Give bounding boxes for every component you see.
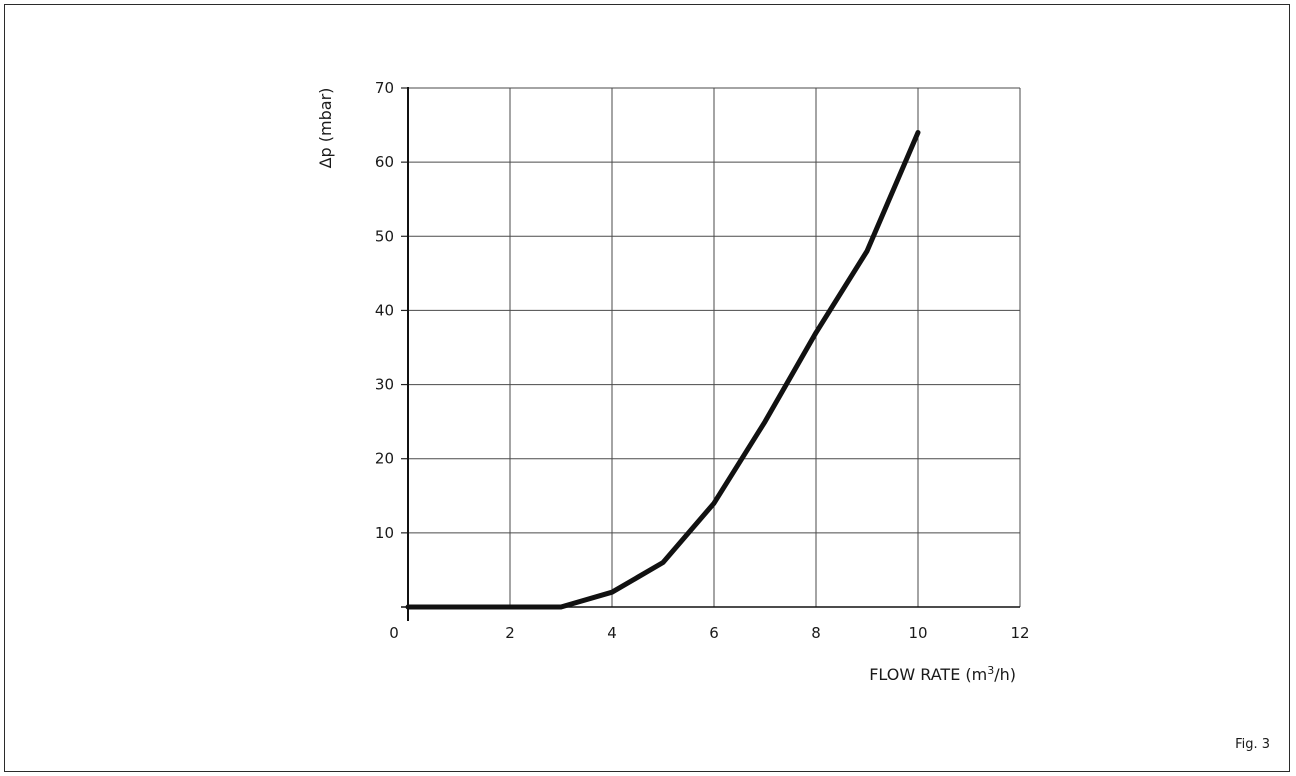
x-tick-label: 8 — [811, 624, 821, 642]
y-tick-label: 70 — [375, 79, 394, 97]
x-tick-label: 10 — [908, 624, 927, 642]
y-tick-label: 10 — [375, 524, 394, 542]
x-axis-label-superscript: 3 — [987, 664, 994, 677]
y-axis-label: Δp (mbar) — [316, 88, 335, 169]
y-tick-label: 60 — [375, 153, 394, 171]
x-tick-label: 6 — [709, 624, 719, 642]
chart-axes — [401, 87, 1020, 621]
chart-grid — [401, 87, 1021, 607]
x-axis-label-end: /h) — [994, 665, 1016, 684]
x-tick-label: 12 — [1010, 624, 1029, 642]
x-tick-label: 0 — [389, 624, 399, 642]
y-tick-labels: 10 20 30 40 50 60 70 — [375, 79, 394, 542]
y-tick-label: 50 — [375, 227, 394, 245]
y-tick-label: 40 — [375, 301, 394, 319]
y-tick-label: 30 — [375, 376, 394, 394]
series-line — [405, 129, 921, 610]
x-axis-label: FLOW RATE (m3/h) — [869, 664, 1016, 684]
x-tick-label: 2 — [505, 624, 515, 642]
data-series — [405, 129, 921, 610]
y-tick-label: 20 — [375, 450, 394, 468]
figure-label: Fig. 3 — [1235, 737, 1270, 752]
x-tick-labels: 0 2 4 6 8 10 12 — [389, 624, 1029, 642]
x-axis-label-main: FLOW RATE (m — [869, 665, 987, 684]
x-tick-label: 4 — [607, 624, 617, 642]
figure-frame — [4, 4, 1290, 772]
